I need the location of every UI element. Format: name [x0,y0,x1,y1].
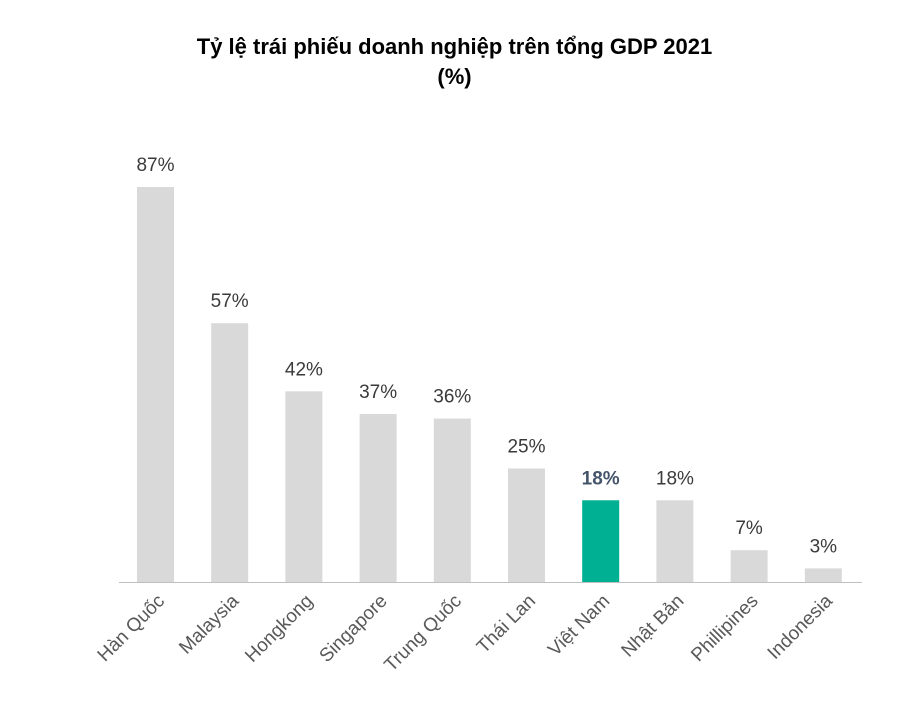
category-label-9: Indonesia [764,590,837,663]
value-label-7: 18% [656,468,694,489]
bar-9 [804,568,842,582]
category-label-3: Singapore [316,591,392,667]
category-label-1: Malaysia [175,590,243,658]
chart-title: Tỷ lệ trái phiếu doanh nghiệp trên tổng … [196,34,713,59]
bar-5 [508,468,545,582]
bar-7 [656,500,694,582]
category-label-2: Hongkong [241,591,317,667]
category-label-0: Hàn Quốc [94,591,169,666]
category-label-7: Nhật Bản [618,591,689,662]
bar-1 [211,323,249,582]
bar-8 [730,550,768,582]
value-label-0: 87% [136,155,174,176]
bar-0 [137,187,174,582]
category-label-5: Thái Lan [473,591,540,658]
value-label-1: 57% [211,291,249,312]
bar-3 [359,414,397,582]
chart-subtitle: (%) [437,64,472,89]
value-label-6: 18% [582,468,620,489]
bar-6 [582,500,620,582]
bar-2 [285,391,323,582]
category-label-6: Việt Nam [544,591,614,661]
value-label-8: 7% [735,518,763,539]
value-label-5: 25% [507,436,545,457]
value-label-3: 37% [359,382,397,403]
value-label-2: 42% [285,359,323,380]
value-label-9: 3% [810,536,838,557]
bar-4 [433,418,471,582]
category-label-8: Phillipines [687,591,762,666]
value-label-4: 36% [433,387,471,408]
category-label-4: Trung Quốc [381,591,466,676]
